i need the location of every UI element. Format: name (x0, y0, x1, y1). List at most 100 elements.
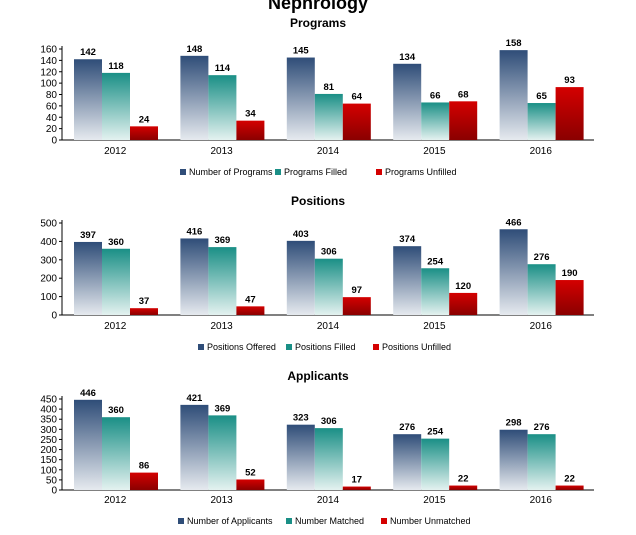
bar-positions-offered (74, 241, 102, 315)
bar-positions-unfilled (555, 280, 584, 315)
bar-positions-filled (527, 264, 556, 315)
bar-programs-unfilled (236, 120, 265, 140)
x-tick-label: 2015 (423, 146, 446, 157)
data-label: 66 (430, 90, 441, 101)
legend-swatch (180, 169, 186, 175)
legend-label: Number Matched (295, 516, 364, 526)
legend-label: Programs Unfilled (385, 167, 457, 177)
data-label: 134 (399, 52, 416, 63)
y-tick-label: 300 (40, 425, 57, 436)
bar-number-of-applicants (499, 429, 528, 490)
data-label: 81 (324, 82, 335, 93)
bar-programs-unfilled (555, 87, 584, 140)
legend-label: Positions Filled (295, 342, 356, 352)
x-tick-label: 2013 (210, 495, 233, 506)
data-label: 24 (139, 114, 150, 125)
data-label: 360 (108, 237, 124, 248)
bar-number-of-applicants (393, 434, 422, 490)
legend-label: Positions Unfilled (382, 342, 451, 352)
data-label: 466 (506, 217, 522, 228)
bar-programs-filled (314, 93, 343, 140)
data-label: 47 (245, 294, 256, 305)
data-label: 369 (214, 403, 230, 414)
data-label: 369 (214, 235, 230, 246)
data-label: 323 (293, 413, 309, 424)
y-tick-label: 50 (46, 475, 58, 486)
bar-number-of-programs (393, 63, 422, 140)
data-label: 22 (564, 474, 575, 485)
y-tick-label: 160 (40, 45, 57, 56)
data-label: 276 (399, 422, 415, 433)
data-label: 306 (321, 416, 337, 427)
page-title: Nephrology (267, 0, 368, 13)
bar-number-of-programs (180, 55, 209, 141)
data-label: 142 (80, 47, 96, 58)
bar-positions-filled (208, 247, 237, 315)
y-tick-label: 400 (40, 237, 57, 248)
bar-number-of-applicants (74, 399, 102, 490)
legend-label: Number Unmatched (390, 516, 471, 526)
data-label: 148 (186, 44, 202, 55)
legend-swatch (178, 518, 184, 524)
bar-programs-filled (527, 103, 556, 140)
x-tick-label: 2012 (104, 321, 127, 332)
y-tick-label: 20 (46, 124, 58, 135)
legend-swatch (373, 344, 379, 350)
x-tick-label: 2012 (104, 495, 127, 506)
bar-programs-filled (102, 72, 130, 140)
data-label: 86 (139, 461, 150, 472)
data-label: 114 (215, 63, 231, 74)
x-tick-label: 2013 (210, 321, 233, 332)
y-tick-label: 200 (40, 274, 57, 285)
bar-number-matched (102, 417, 130, 490)
data-label: 374 (399, 234, 416, 245)
bar-number-matched (314, 428, 343, 490)
x-tick-label: 2016 (530, 321, 553, 332)
x-tick-label: 2016 (530, 495, 553, 506)
data-label: 421 (186, 393, 203, 404)
data-label: 276 (534, 422, 550, 433)
bar-number-matched (208, 415, 237, 490)
positions-chart: Positions 0 100 200 300 400 500 397 360 37 2012 416… (40, 194, 594, 352)
bar-programs-filled (208, 75, 237, 140)
bar-programs-filled (421, 102, 450, 140)
y-tick-label: 150 (40, 455, 57, 466)
chart-title: Programs (290, 16, 346, 30)
bar-positions-filled (102, 248, 130, 315)
x-tick-label: 2014 (317, 146, 340, 157)
legend-label: Programs Filled (284, 167, 347, 177)
bar-positions-unfilled (342, 297, 371, 315)
legend-swatch (381, 518, 387, 524)
data-label: 254 (427, 256, 444, 267)
x-tick-label: 2014 (317, 321, 340, 332)
bar-programs-unfilled (130, 126, 158, 140)
data-label: 446 (80, 388, 96, 399)
y-tick-label: 120 (40, 67, 57, 78)
x-tick-label: 2014 (317, 495, 340, 506)
bar-positions-offered (499, 229, 528, 315)
data-label: 276 (534, 252, 550, 263)
y-tick-label: 60 (46, 101, 58, 112)
bar-number-of-applicants (180, 404, 209, 490)
y-tick-label: 100 (40, 79, 57, 90)
data-label: 118 (108, 61, 123, 72)
legend-swatch (376, 169, 382, 175)
bar-programs-unfilled (342, 103, 371, 140)
y-tick-label: 500 (40, 219, 57, 230)
bar-number-of-applicants (286, 424, 315, 490)
x-tick-label: 2016 (530, 146, 553, 157)
y-tick-label: 350 (40, 415, 57, 426)
y-tick-label: 300 (40, 255, 57, 266)
bar-positions-filled (421, 268, 450, 315)
bar-positions-offered (180, 238, 209, 315)
legend-swatch (275, 169, 281, 175)
chart-title: Positions (291, 194, 345, 208)
legend-label: Number of Applicants (187, 516, 273, 526)
data-label: 254 (427, 427, 444, 438)
data-label: 64 (352, 92, 363, 103)
x-tick-label: 2015 (423, 321, 446, 332)
bar-number-unmatched (555, 485, 584, 490)
bar-positions-unfilled (236, 306, 265, 315)
data-label: 306 (321, 247, 337, 258)
